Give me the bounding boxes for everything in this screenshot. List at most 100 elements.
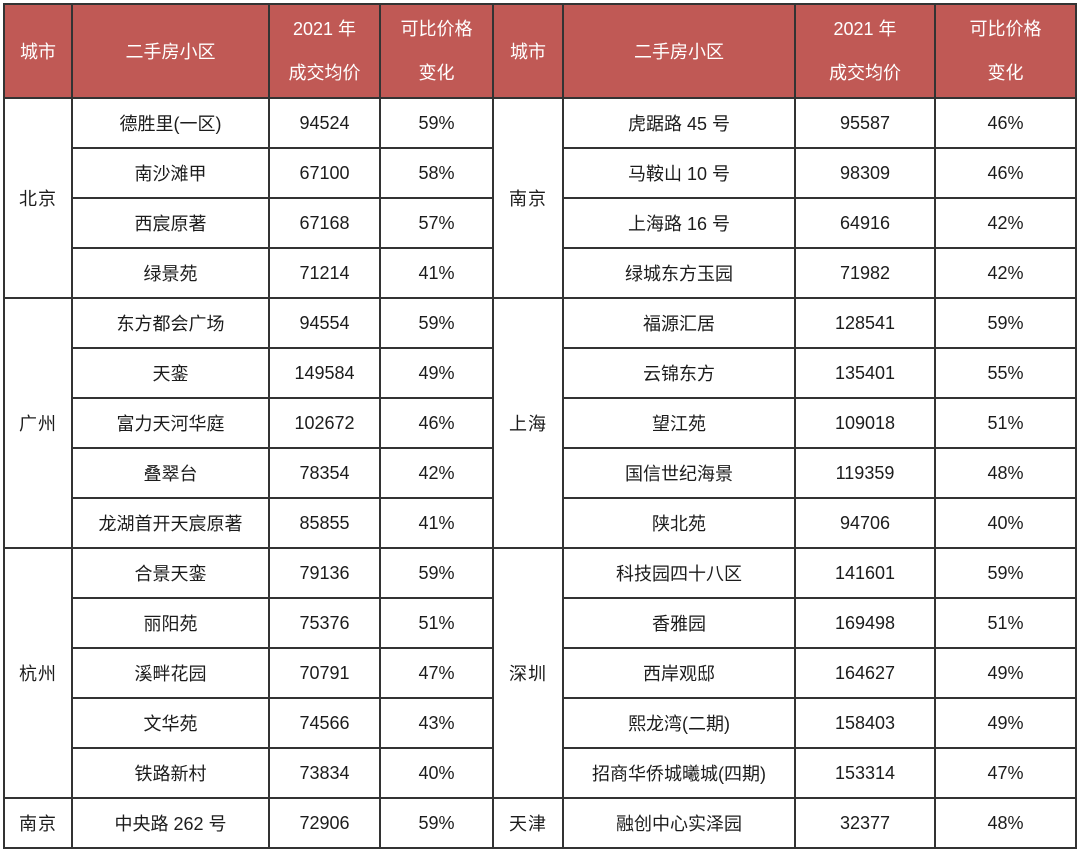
- header-price-left: 2021 年 成交均价: [268, 3, 381, 99]
- price-cell: 109018: [794, 397, 936, 449]
- community-cell: 虎踞路 45 号: [562, 97, 796, 149]
- change-cell: 48%: [934, 447, 1077, 499]
- change-cell: 59%: [379, 97, 494, 149]
- table-header-row: 城市 二手房小区 2021 年 成交均价 可比价格 变化 城市 二手房小区 20…: [3, 3, 1077, 99]
- price-cell: 71214: [268, 247, 381, 299]
- city-cell: 深圳: [492, 547, 564, 799]
- price-cell: 102672: [268, 397, 381, 449]
- price-cell: 32377: [794, 797, 936, 849]
- change-cell: 51%: [934, 597, 1077, 649]
- header-change-left: 可比价格 变化: [379, 3, 494, 99]
- change-cell: 42%: [379, 447, 494, 499]
- community-cell: 溪畔花园: [71, 647, 270, 699]
- price-cell: 94706: [794, 497, 936, 549]
- community-cell: 中央路 262 号: [71, 797, 270, 849]
- price-cell: 94554: [268, 297, 381, 349]
- city-cell: 北京: [3, 97, 73, 299]
- header-price-right: 2021 年 成交均价: [794, 3, 936, 99]
- price-cell: 153314: [794, 747, 936, 799]
- city-cell: 南京: [492, 97, 564, 299]
- price-cell: 98309: [794, 147, 936, 199]
- change-cell: 42%: [934, 197, 1077, 249]
- price-cell: 72906: [268, 797, 381, 849]
- table-row: 北京 德胜里(一区) 94524 59% 南京 虎踞路 45 号 95587 4…: [3, 97, 1077, 299]
- table-row: 广州 东方都会广场 94554 59% 上海 福源汇居 128541 59%: [3, 297, 1077, 549]
- change-cell: 48%: [934, 797, 1077, 849]
- change-cell: 41%: [379, 247, 494, 299]
- change-cell: 40%: [379, 747, 494, 799]
- change-cell: 57%: [379, 197, 494, 249]
- community-cell: 熙龙湾(二期): [562, 697, 796, 749]
- table-row: 绿景苑 71214 41% 绿城东方玉园 71982 42%: [4, 247, 1077, 299]
- header-community-left: 二手房小区: [71, 3, 270, 99]
- community-cell: 绿城东方玉园: [562, 247, 796, 299]
- header-price-line2: 成交均价: [829, 63, 901, 83]
- change-cell: 49%: [934, 697, 1077, 749]
- city-cell: 天津: [492, 797, 564, 849]
- price-cell: 85855: [268, 497, 381, 549]
- header-change-line2: 变化: [418, 63, 455, 83]
- price-cell: 67100: [268, 147, 381, 199]
- change-cell: 49%: [379, 347, 494, 399]
- price-cell: 75376: [268, 597, 381, 649]
- table-row: 南沙滩甲 67100 58% 马鞍山 10 号 98309 46%: [4, 147, 1077, 199]
- community-cell: 天銮: [71, 347, 270, 399]
- table-row: 南京 中央路 262 号 72906 59% 天津 融创中心实泽园 32377 …: [3, 797, 1077, 849]
- header-change-right: 可比价格 变化: [934, 3, 1077, 99]
- price-cell: 94524: [268, 97, 381, 149]
- change-cell: 51%: [934, 397, 1077, 449]
- community-cell: 国信世纪海景: [562, 447, 796, 499]
- city-cell: 广州: [3, 297, 73, 549]
- community-cell: 融创中心实泽园: [562, 797, 796, 849]
- price-cell: 119359: [794, 447, 936, 499]
- community-cell: 上海路 16 号: [562, 197, 796, 249]
- community-cell: 叠翠台: [71, 447, 270, 499]
- change-cell: 59%: [379, 547, 494, 599]
- header-price-line1: 2021 年: [292, 19, 357, 39]
- change-cell: 41%: [379, 497, 494, 549]
- community-cell: 云锦东方: [562, 347, 796, 399]
- community-cell: 绿景苑: [71, 247, 270, 299]
- change-cell: 59%: [379, 797, 494, 849]
- community-cell: 陕北苑: [562, 497, 796, 549]
- price-cell: 149584: [268, 347, 381, 399]
- table-row: 铁路新村 73834 40% 招商华侨城曦城(四期) 153314 47%: [4, 747, 1077, 799]
- price-cell: 169498: [794, 597, 936, 649]
- community-cell: 西岸观邸: [562, 647, 796, 699]
- change-cell: 58%: [379, 147, 494, 199]
- community-cell: 文华苑: [71, 697, 270, 749]
- price-cell: 70791: [268, 647, 381, 699]
- header-change-line1: 可比价格: [969, 19, 1042, 39]
- table-row: 溪畔花园 70791 47% 西岸观邸 164627 49%: [4, 647, 1077, 699]
- header-price-line1: 2021 年: [833, 19, 897, 39]
- table-row: 富力天河华庭 102672 46% 望江苑 109018 51%: [4, 397, 1077, 449]
- header-city-left: 城市: [3, 3, 73, 99]
- change-cell: 47%: [934, 747, 1077, 799]
- change-cell: 59%: [934, 297, 1077, 349]
- community-cell: 东方都会广场: [71, 297, 270, 349]
- community-cell: 香雅园: [562, 597, 796, 649]
- header-change-line1: 可比价格: [400, 19, 473, 39]
- change-cell: 40%: [934, 497, 1077, 549]
- city-cell: 杭州: [3, 547, 73, 799]
- change-cell: 59%: [379, 297, 494, 349]
- community-cell: 富力天河华庭: [71, 397, 270, 449]
- community-cell: 西宸原著: [71, 197, 270, 249]
- table-row: 龙湖首开天宸原著 85855 41% 陕北苑 94706 40%: [4, 497, 1077, 549]
- price-cell: 71982: [794, 247, 936, 299]
- price-cell: 78354: [268, 447, 381, 499]
- table-row: 西宸原著 67168 57% 上海路 16 号 64916 42%: [4, 197, 1077, 249]
- price-cell: 79136: [268, 547, 381, 599]
- change-cell: 55%: [934, 347, 1077, 399]
- community-cell: 招商华侨城曦城(四期): [562, 747, 796, 799]
- change-cell: 47%: [379, 647, 494, 699]
- price-cell: 141601: [794, 547, 936, 599]
- change-cell: 59%: [934, 547, 1077, 599]
- community-cell: 福源汇居: [562, 297, 796, 349]
- table-row: 文华苑 74566 43% 熙龙湾(二期) 158403 49%: [4, 697, 1077, 749]
- price-cell: 95587: [794, 97, 936, 149]
- price-cell: 67168: [268, 197, 381, 249]
- change-cell: 49%: [934, 647, 1077, 699]
- price-cell: 64916: [794, 197, 936, 249]
